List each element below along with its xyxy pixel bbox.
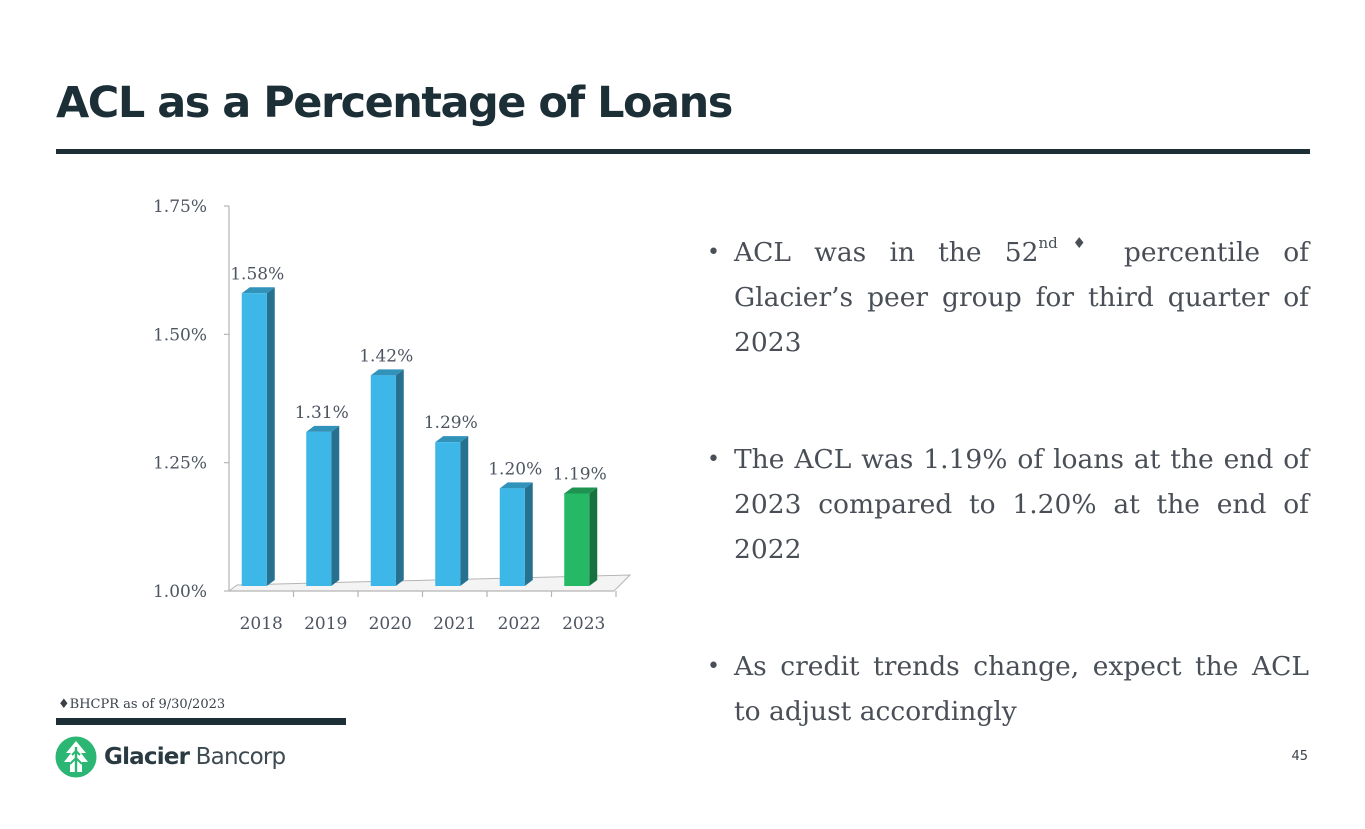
logo-wordmark: Glacier Bancorp [104,744,286,770]
x-tick-label: 2023 [562,614,605,634]
bullet-item: • ACL was in the 52nd♦ percentile of Gla… [707,230,1309,365]
bar-2021 [435,442,461,586]
bar-top [241,287,275,294]
bar-2018 [241,293,267,586]
bullet-marker: • [707,240,720,265]
bar-top [564,487,598,494]
x-tick-label: 2020 [369,614,412,634]
data-label-2021: 1.29% [424,413,478,433]
data-label-2019: 1.31% [295,403,349,423]
footnote-divider [56,718,346,725]
bar-top [435,436,469,443]
bar-2019 [306,431,332,586]
bar-side [524,482,533,586]
y-tick-label: 1.25% [153,454,207,474]
bullet-text: As credit trends change, expect the ACL … [734,651,1309,727]
bar-top [370,369,404,376]
page-title: ACL as a Percentage of Loans [56,78,733,128]
bar-side [395,369,404,586]
bullet-text-rest: percentile of Glacier’s peer group for t… [734,237,1309,358]
x-tick-label: 2021 [433,614,476,634]
title-divider [56,149,1310,154]
page-number: 45 [1291,749,1308,764]
data-label-2020: 1.42% [359,346,413,366]
footnote: ♦BHCPR as of 9/30/2023 [58,697,226,712]
company-logo: Glacier Bancorp [55,736,286,778]
logo-name-bold: Glacier [104,744,190,770]
bullet-superscript: nd♦ [1038,234,1101,252]
y-tick-label: 1.00% [153,582,207,602]
glacier-tree-logo-icon [55,736,97,778]
bullet-marker: • [707,654,720,679]
bar-side [266,287,275,586]
data-label-2018: 1.58% [230,264,284,284]
bar-2022 [499,488,525,586]
bar-top [499,482,533,489]
bar-top [306,425,340,432]
x-tick-label: 2019 [304,614,347,634]
bar-side [331,425,340,586]
bar-side [460,436,469,586]
bar-side [589,487,598,586]
bar-2020 [370,375,396,586]
y-tick-label: 1.75% [153,197,207,217]
bullet-item: • As credit trends change, expect the AC… [707,644,1309,734]
y-tick-label: 1.50% [153,325,207,345]
bullet-text: ACL was in the 52 [734,237,1039,268]
logo-name-regular: Bancorp [189,744,286,770]
data-label-2022: 1.20% [488,459,542,479]
bullet-list: • ACL was in the 52nd♦ percentile of Gla… [707,230,1309,734]
bullet-marker: • [707,447,720,472]
bar-2023 [564,493,590,586]
acl-bar-chart: 1.00% 1.25% 1.50% 1.75% 2018 1.58% 2019 1.31% 20… [153,197,632,634]
bullet-text: The ACL was 1.19% of loans at the end of… [734,444,1309,565]
x-tick-label: 2018 [240,614,283,634]
x-tick-label: 2022 [498,614,541,634]
data-label-2023: 1.19% [553,464,607,484]
bullet-item: • The ACL was 1.19% of loans at the end … [707,437,1309,572]
